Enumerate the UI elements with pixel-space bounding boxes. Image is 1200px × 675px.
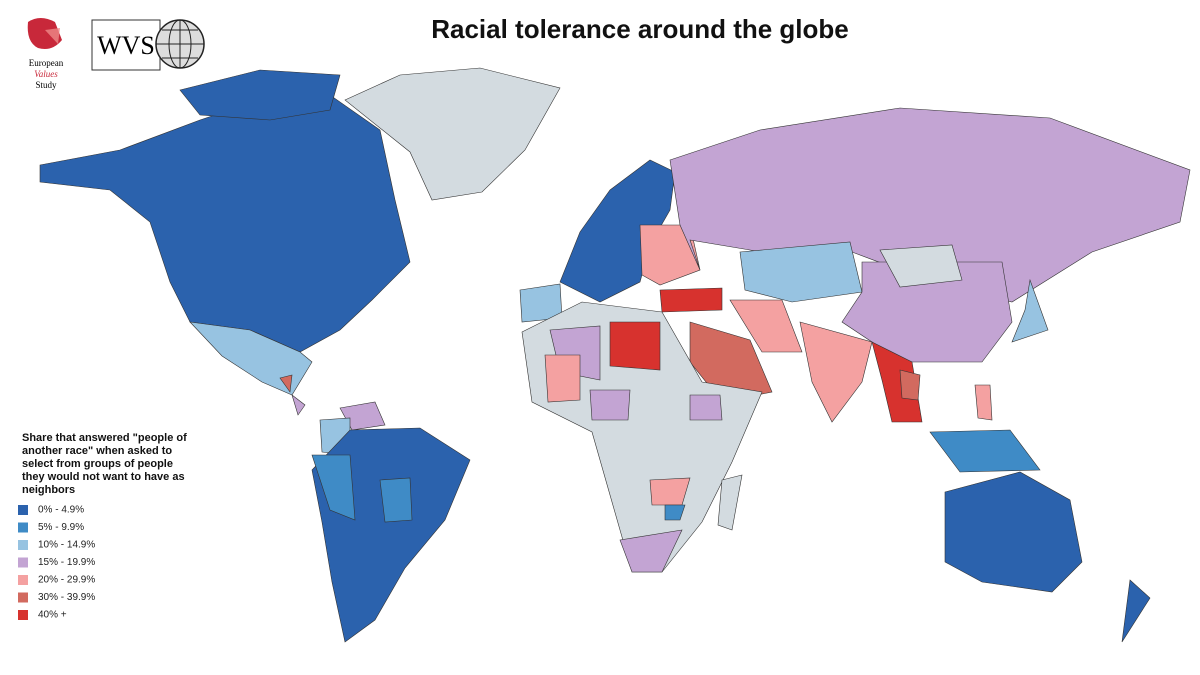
legend-label: 10% - 14.9% xyxy=(38,540,95,551)
country xyxy=(689,394,723,421)
wvs-text: WVS xyxy=(97,31,155,60)
country xyxy=(1011,278,1049,343)
country xyxy=(279,374,293,393)
country xyxy=(944,471,1083,593)
legend-label: 40% + xyxy=(38,610,67,621)
country xyxy=(39,94,411,353)
country xyxy=(189,321,313,396)
country xyxy=(739,241,863,303)
legend-label: 0% - 4.9% xyxy=(38,505,84,516)
title: Racial tolerance around the globe xyxy=(431,14,849,44)
country xyxy=(929,429,1041,473)
country xyxy=(899,369,921,401)
legend-label: 5% - 9.9% xyxy=(38,522,84,533)
country xyxy=(717,474,743,531)
legend-swatch xyxy=(18,557,28,568)
evs-text: Study xyxy=(35,80,57,90)
legend-title: Share that answered "people of another r… xyxy=(22,432,187,496)
country xyxy=(669,107,1191,303)
legend-swatch xyxy=(18,540,28,550)
country xyxy=(841,261,1013,363)
countries xyxy=(39,67,1191,643)
country xyxy=(544,354,581,403)
country xyxy=(659,287,723,313)
country xyxy=(179,69,341,121)
country xyxy=(311,454,356,521)
country xyxy=(974,384,993,421)
country xyxy=(729,299,803,353)
legend-swatch xyxy=(18,592,28,603)
country xyxy=(609,321,661,371)
evs-text: Values xyxy=(34,69,58,79)
country xyxy=(871,341,923,423)
evs-logo: European Values Study xyxy=(27,18,64,90)
legend-swatch xyxy=(18,505,28,515)
country xyxy=(664,504,686,521)
legend-swatch xyxy=(18,575,28,585)
wvs-logo: WVS xyxy=(91,19,205,71)
country xyxy=(1121,579,1151,643)
country xyxy=(589,389,631,421)
legend-label: 20% - 29.9% xyxy=(38,575,95,586)
legend-swatch xyxy=(18,610,28,620)
legend-label: 15% - 19.9% xyxy=(38,557,95,568)
country xyxy=(379,477,413,523)
country xyxy=(344,67,561,201)
legend-swatch xyxy=(18,522,28,533)
evs-text: European xyxy=(29,58,64,68)
country xyxy=(799,321,873,423)
legend-label: 30% - 39.9% xyxy=(38,592,95,603)
country xyxy=(879,244,963,288)
country xyxy=(559,159,676,303)
country xyxy=(291,394,306,416)
legend: 0% - 4.9% 5% - 9.9% 10% - 14.9% 15% - 19.9%… xyxy=(18,505,95,621)
country xyxy=(619,529,683,573)
